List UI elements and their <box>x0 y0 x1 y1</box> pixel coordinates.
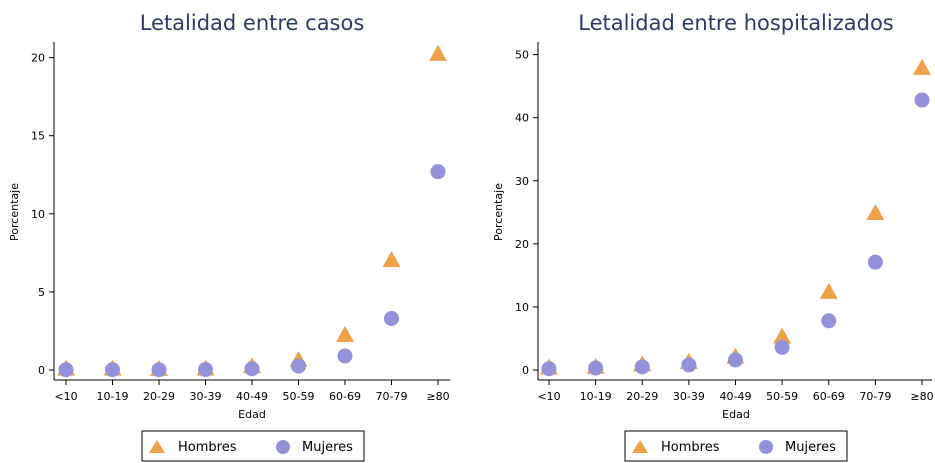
y-tick-label: 20 <box>515 238 529 251</box>
point-mujeres <box>430 164 446 180</box>
x-tick-label: 40-49 <box>720 390 752 403</box>
legend-hombres-label: Hombres <box>178 440 237 455</box>
point-mujeres <box>821 313 837 329</box>
point-mujeres <box>244 361 260 377</box>
y-tick-label: 10 <box>31 208 45 221</box>
x-ticks-hospitalizados: <10 10-19 20-29 30-39 40-49 50-59 60-69 70-79 ≥8… <box>537 380 934 403</box>
y-ticks-casos: 0 5 10 15 20 <box>31 52 54 377</box>
y-axis-label-hospitalizados: Porcentaje <box>492 183 505 241</box>
legend-mujeres-label: Mujeres <box>785 440 836 455</box>
point-hombres <box>429 44 447 61</box>
point-mujeres <box>151 362 167 378</box>
point-hombres <box>382 251 401 268</box>
y-tick-label: 5 <box>38 286 45 299</box>
y-tick-label: 0 <box>522 364 529 377</box>
y-tick-label: 20 <box>31 52 45 65</box>
y-tick-label: 40 <box>515 112 529 125</box>
legend-box-hospitalizados <box>624 430 848 462</box>
point-mujeres <box>728 352 743 368</box>
x-tick-label: ≥80 <box>426 390 449 403</box>
point-mujeres <box>681 357 697 373</box>
x-tick-label: 10-19 <box>97 390 129 403</box>
panel-hospitalizados: Letalidad entre hospitalizados 0 10 20 30 40… <box>492 11 934 462</box>
panel-casos: Letalidad entre casos 0 5 10 15 20 <10 10-19 2… <box>8 11 450 462</box>
point-hombres <box>773 327 792 344</box>
legend-hospitalizados: Hombres Mujeres <box>624 430 848 462</box>
y-tick-label: 0 <box>38 364 45 377</box>
point-mujeres <box>541 361 557 377</box>
x-tick-label: 60-69 <box>329 390 361 403</box>
y-ticks-hospitalizados: 0 10 20 30 40 50 <box>515 49 538 377</box>
x-tick-label: 50-59 <box>283 390 315 403</box>
chart-title-casos: Letalidad entre casos <box>140 11 365 35</box>
legend-box-casos <box>141 430 365 462</box>
legend-hombres-label: Hombres <box>661 440 720 455</box>
x-tick-label: 10-19 <box>580 390 612 403</box>
x-tick-label: 70-79 <box>376 390 408 403</box>
marks-casos <box>57 44 447 378</box>
point-hombres <box>866 203 885 220</box>
legend-casos: Hombres Mujeres <box>141 430 365 462</box>
chart-title-hospitalizados: Letalidad entre hospitalizados <box>578 11 894 35</box>
point-mujeres <box>867 254 883 270</box>
legend-hombres-triangle-icon <box>632 440 648 453</box>
x-tick-label: ≥80 <box>910 390 933 403</box>
point-hombres <box>819 282 838 299</box>
x-tick-label: 30-39 <box>190 390 222 403</box>
legend-hombres-triangle-icon <box>149 440 165 453</box>
x-ticks-casos: <10 10-19 20-29 30-39 40-49 50-59 60-69 70-79 ≥8… <box>54 380 450 403</box>
point-mujeres <box>384 310 399 326</box>
x-tick-label: 40-49 <box>236 390 268 403</box>
y-tick-label: 15 <box>31 130 45 143</box>
point-mujeres <box>58 362 74 378</box>
point-mujeres <box>634 359 650 375</box>
x-axis-label-hospitalizados: Edad <box>722 408 750 421</box>
y-tick-label: 30 <box>515 175 529 188</box>
point-hombres <box>913 58 931 75</box>
x-tick-label: 70-79 <box>859 390 891 403</box>
legend-mujeres-circle-icon <box>759 440 773 454</box>
x-tick-label: 30-39 <box>673 390 705 403</box>
point-mujeres <box>337 348 353 364</box>
legend-mujeres-circle-icon <box>276 440 290 454</box>
point-mujeres <box>198 362 213 378</box>
marks-hospitalizados <box>540 58 931 377</box>
legend-mujeres-label: Mujeres <box>302 440 353 455</box>
point-mujeres <box>774 339 790 355</box>
point-mujeres <box>588 360 604 376</box>
y-tick-label: 50 <box>515 49 529 62</box>
x-axis-label-casos: Edad <box>238 408 266 421</box>
x-tick-label: 60-69 <box>813 390 845 403</box>
x-tick-label: 20-29 <box>143 390 175 403</box>
x-tick-label: <10 <box>537 390 560 403</box>
point-mujeres <box>105 362 120 378</box>
x-tick-label: 20-29 <box>626 390 658 403</box>
x-tick-label: 50-59 <box>766 390 798 403</box>
y-axis-label-casos: Porcentaje <box>8 183 21 241</box>
point-hombres <box>336 326 354 343</box>
point-mujeres <box>914 92 930 108</box>
point-mujeres <box>291 358 306 374</box>
x-tick-label: <10 <box>54 390 77 403</box>
y-tick-label: 10 <box>515 301 529 314</box>
